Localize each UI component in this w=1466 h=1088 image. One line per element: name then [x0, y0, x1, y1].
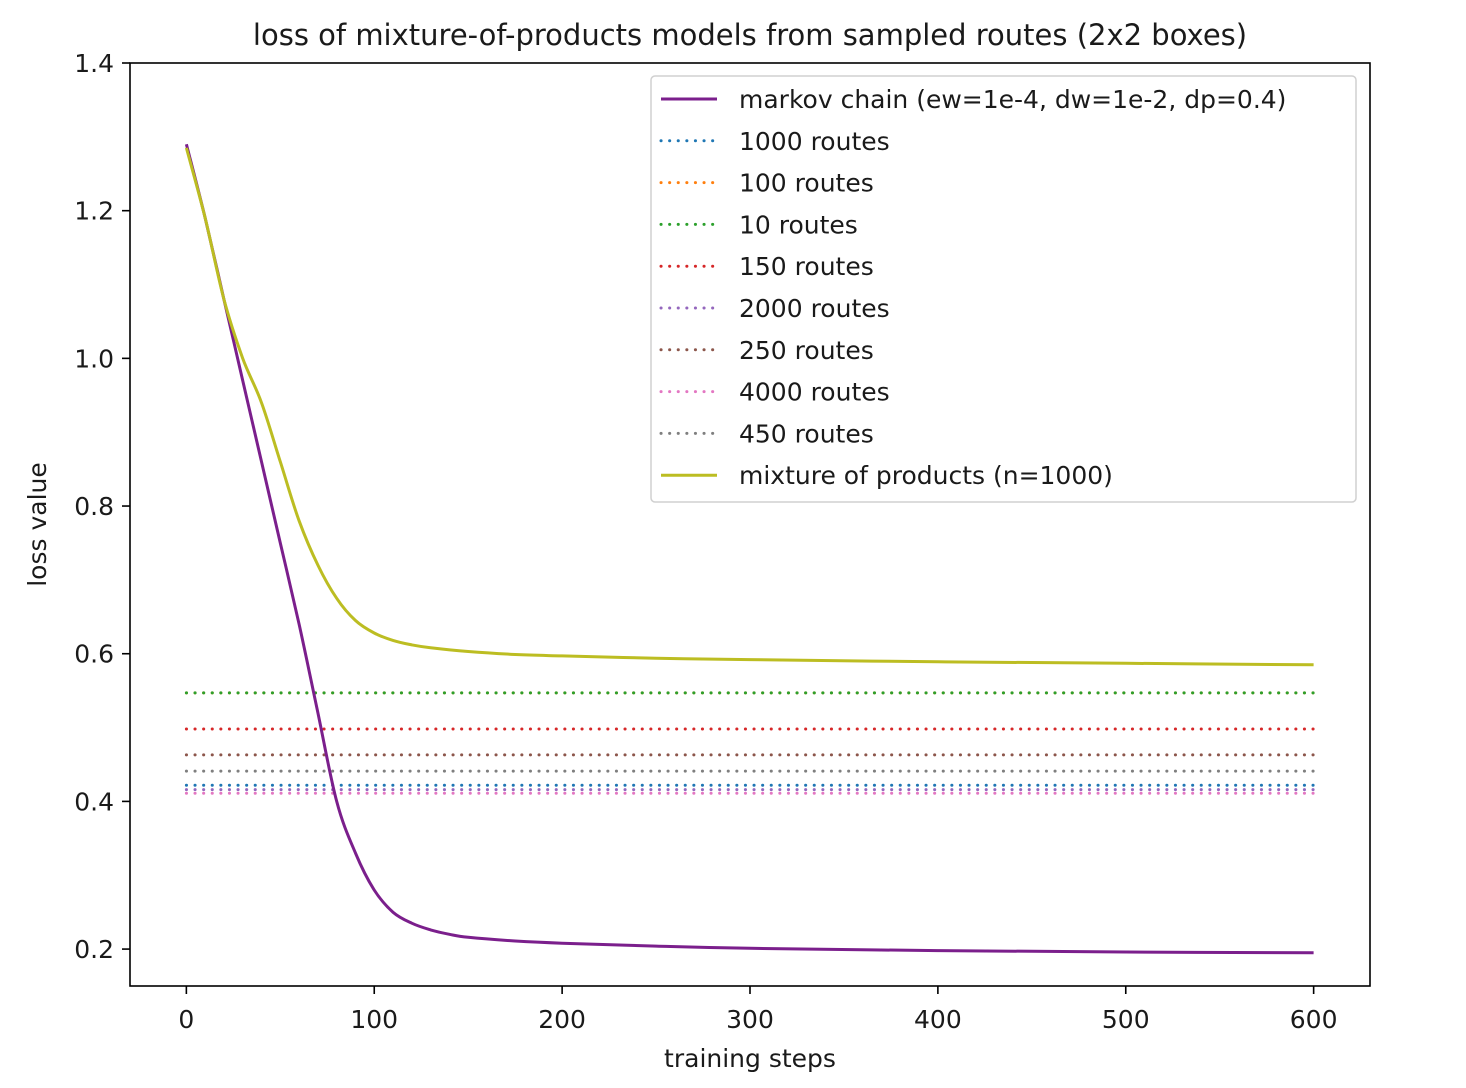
x-tick-label: 400: [914, 1005, 962, 1034]
legend-label-markov-chain-ew-1e-4-dw-1e-2-dp-0-4: markov chain (ew=1e-4, dw=1e-2, dp=0.4): [739, 85, 1286, 114]
y-tick-label: 0.2: [74, 935, 114, 964]
plot-area: [184, 143, 1316, 955]
legend-label-450-routes: 450 routes: [739, 419, 874, 448]
x-tick-label: 500: [1102, 1005, 1150, 1034]
x-axis-label: training steps: [664, 1044, 836, 1073]
legend-label-mixture-of-products-n-1000: mixture of products (n=1000): [739, 461, 1113, 490]
y-axis: 0.2 0.4 0.6 0.8 1.0 1.2 1.4: [74, 49, 130, 964]
y-tick-label: 1.2: [74, 197, 114, 226]
chart-title: loss of mixture-of-products models from …: [253, 18, 1247, 52]
y-axis-label: loss value: [23, 462, 52, 587]
x-tick-label: 0: [178, 1005, 194, 1034]
x-tick-label: 100: [350, 1005, 398, 1034]
y-tick-label: 0.8: [74, 492, 114, 521]
legend: markov chain (ew=1e-4, dw=1e-2, dp=0.4) 1…: [650, 75, 1357, 503]
x-tick-label: 300: [726, 1005, 774, 1034]
series-line-markov-chain-ew-1e-4-dw-1e-2-dp-0-4: [184, 143, 1314, 955]
y-tick-label: 1.4: [74, 49, 114, 78]
legend-label-150-routes: 150 routes: [739, 252, 874, 281]
legend-label-100-routes: 100 routes: [739, 169, 874, 198]
x-tick-label: 200: [538, 1005, 586, 1034]
x-axis: 0 100 200 300 400 500 600: [178, 986, 1337, 1034]
legend-label-2000-routes: 2000 routes: [739, 294, 890, 323]
legend-box: [650, 75, 1357, 503]
series-line-mixture-of-products-n-1000: [184, 147, 1314, 667]
y-tick-label: 0.6: [74, 640, 114, 669]
x-tick-label: 600: [1290, 1005, 1338, 1034]
legend-label-250-routes: 250 routes: [739, 336, 874, 365]
legend-label-10-routes: 10 routes: [739, 210, 858, 239]
legend-label-4000-routes: 4000 routes: [739, 378, 890, 407]
y-tick-label: 1.0: [74, 344, 114, 373]
y-tick-label: 0.4: [74, 787, 114, 816]
legend-label-1000-routes: 1000 routes: [739, 127, 890, 156]
